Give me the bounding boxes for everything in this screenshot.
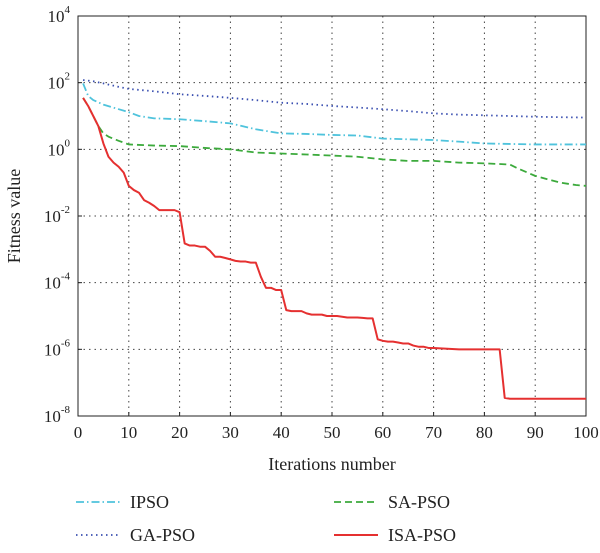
x-tick-label: 60 bbox=[374, 423, 391, 442]
x-tick-label: 10 bbox=[120, 423, 137, 442]
x-tick-label: 100 bbox=[573, 423, 599, 442]
x-tick-label: 0 bbox=[74, 423, 83, 442]
y-tick-exponent: -4 bbox=[61, 271, 71, 283]
series-line-ipso bbox=[82, 83, 586, 146]
y-tick-label: 10-4 bbox=[44, 271, 71, 293]
y-tick-base: 10 bbox=[48, 74, 65, 93]
y-tick-base: 10 bbox=[44, 274, 61, 293]
legend-label: ISA-PSO bbox=[388, 525, 456, 545]
y-tick-exponent: 0 bbox=[65, 137, 71, 149]
x-tick-label: 80 bbox=[476, 423, 493, 442]
y-tick-exponent: 2 bbox=[65, 71, 71, 83]
y-tick-exponent: -8 bbox=[61, 404, 71, 416]
series-line-isa-pso bbox=[82, 97, 586, 400]
x-axis: 0 10 20 30 40 50 60 70 80 90 100 bbox=[74, 412, 599, 442]
legend-item: SA-PSO bbox=[334, 492, 450, 512]
series-line-ga-pso bbox=[82, 79, 587, 119]
legend-label: SA-PSO bbox=[388, 492, 450, 512]
series-lines bbox=[82, 79, 587, 400]
series-line-sa-pso bbox=[82, 97, 587, 187]
y-tick-exponent: -2 bbox=[61, 204, 70, 216]
legend-item: ISA-PSO bbox=[334, 525, 456, 545]
x-tick-label: 20 bbox=[171, 423, 188, 442]
y-tick-label: 102 bbox=[48, 71, 71, 93]
x-axis-label: Iterations number bbox=[268, 454, 395, 474]
x-tick-label: 50 bbox=[324, 423, 341, 442]
y-tick-base: 10 bbox=[44, 340, 61, 359]
y-tick-label: 10-2 bbox=[44, 204, 70, 226]
y-axis-label: Fitness value bbox=[4, 169, 24, 264]
grid bbox=[78, 16, 586, 416]
legend-label: GA-PSO bbox=[130, 525, 195, 545]
y-tick-base: 10 bbox=[44, 207, 61, 226]
y-tick-exponent: 4 bbox=[65, 4, 71, 16]
y-tick-label: 100 bbox=[48, 137, 71, 159]
x-tick-label: 40 bbox=[273, 423, 290, 442]
x-tick-label: 30 bbox=[222, 423, 239, 442]
y-tick-exponent: -6 bbox=[61, 337, 71, 349]
y-tick-label: 10-8 bbox=[44, 404, 71, 426]
y-tick-label: 104 bbox=[48, 4, 71, 26]
legend-item: GA-PSO bbox=[76, 525, 195, 545]
x-tick-label: 90 bbox=[527, 423, 544, 442]
legend-label: IPSO bbox=[130, 492, 169, 512]
legend: IPSO SA-PSO GA-PSO ISA-PSO bbox=[76, 492, 456, 545]
x-tick-label: 70 bbox=[425, 423, 442, 442]
legend-item: IPSO bbox=[76, 492, 169, 512]
y-tick-base: 10 bbox=[44, 407, 61, 426]
y-tick-base: 10 bbox=[48, 7, 65, 26]
y-tick-label: 10-6 bbox=[44, 337, 71, 359]
y-tick-base: 10 bbox=[48, 140, 65, 159]
